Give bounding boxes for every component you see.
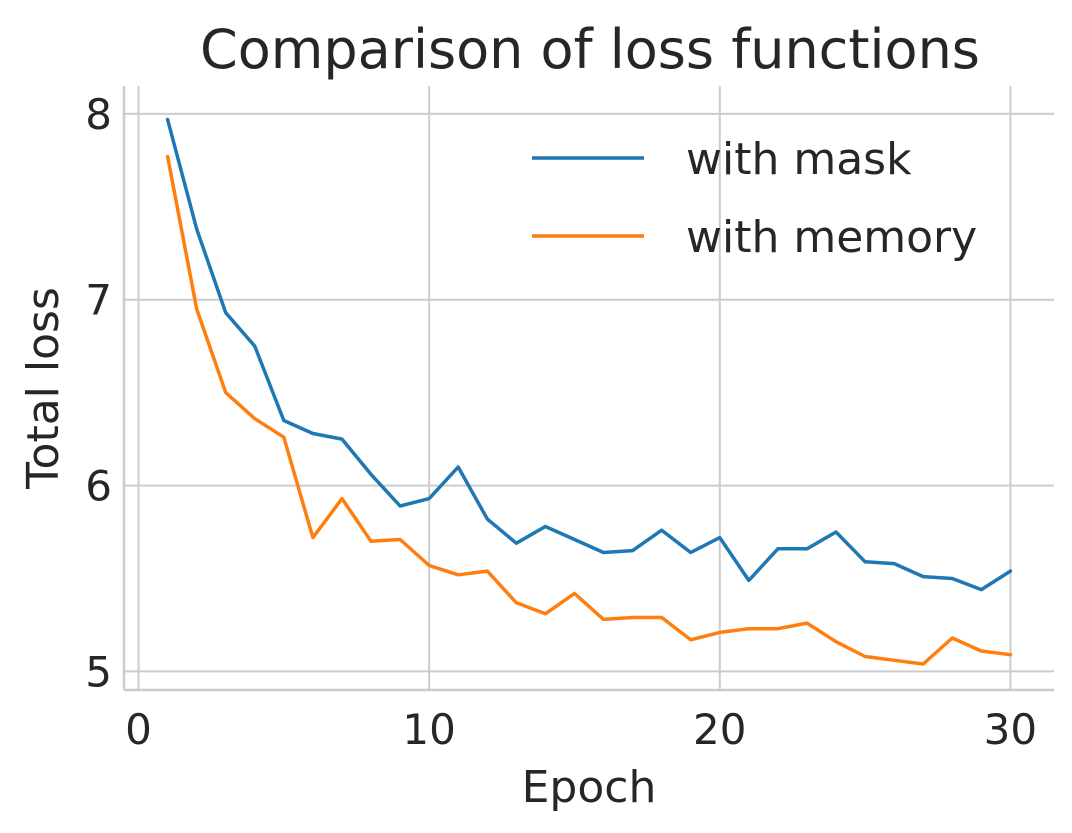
x-tick-label: 0 <box>125 705 152 754</box>
x-axis-label: Epoch <box>522 762 657 813</box>
legend-label: with memory <box>686 212 977 263</box>
legend: with mask with memory <box>532 134 977 263</box>
axis-spines <box>122 86 1054 692</box>
y-tick-label: 7 <box>85 276 112 325</box>
legend-label: with mask <box>686 134 912 185</box>
series-lines <box>165 117 1013 666</box>
y-axis-label: Total loss <box>18 287 69 490</box>
series-line-with-mask <box>165 117 1013 592</box>
tick-labels: 0 10 20 30 5 6 7 8 <box>85 90 1037 754</box>
grid-lines <box>124 86 1054 690</box>
y-tick-label: 8 <box>85 90 112 139</box>
y-tick-label: 5 <box>85 647 112 696</box>
x-tick-label: 10 <box>402 705 455 754</box>
chart-title: Comparison of loss functions <box>200 18 980 81</box>
x-tick-label: 30 <box>984 705 1037 754</box>
x-tick-label: 20 <box>693 705 746 754</box>
series-line-with-memory <box>165 154 1013 666</box>
y-tick-label: 6 <box>85 462 112 511</box>
